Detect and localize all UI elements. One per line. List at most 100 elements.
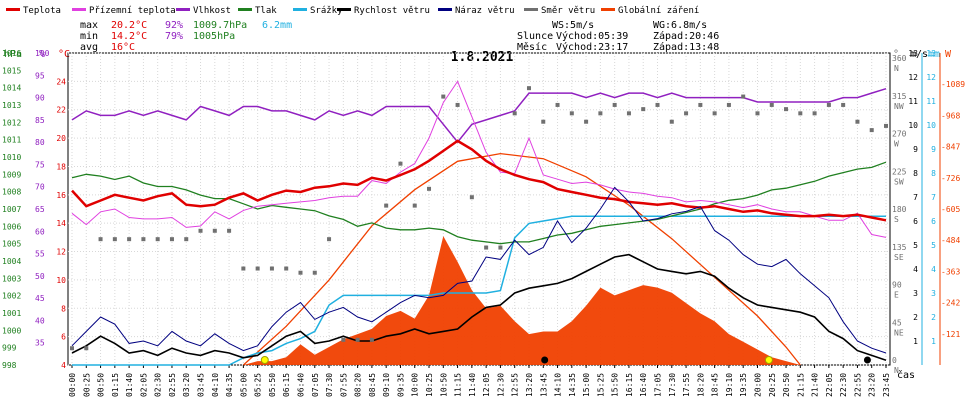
dir-tick-compass: N	[894, 366, 899, 375]
w-tick-label: -363	[941, 267, 960, 276]
hpa-tick-label: 1010	[2, 153, 21, 162]
wind-dir-point	[526, 86, 531, 91]
humidity-line	[71, 87, 887, 144]
x-tick-label: 07:55	[339, 373, 348, 397]
solar-theoretical-line	[242, 152, 801, 366]
mm-tick-label: 9	[931, 145, 936, 154]
x-tick-label: 17:05	[654, 373, 663, 397]
x-tick-label: 14:10	[554, 373, 563, 397]
ms-tick-label: 10	[908, 121, 918, 130]
wind-dir-point	[841, 102, 846, 107]
temp-tick-label: 10	[56, 276, 66, 285]
hpa-tick-label: 1007	[2, 205, 21, 214]
dir-axis-unit: °	[893, 49, 899, 60]
pct-tick-label: 95	[35, 71, 45, 80]
x-tick-label: 21:15	[796, 373, 805, 397]
stats-panel: max 20.2°C 92% 1009.7hPa 6.2mm min 14.2°…	[80, 20, 292, 53]
x-tick-label: 04:35	[225, 373, 234, 397]
mm-tick-label: 1	[931, 337, 936, 346]
wind-dir-point	[669, 119, 674, 124]
wind-dir-point	[284, 266, 289, 271]
wind-dir-point	[698, 102, 703, 107]
w-tick-label: -968	[941, 111, 960, 120]
x-tick-label: 00:50	[97, 373, 106, 397]
mm-tick-label: 6	[931, 217, 936, 226]
hpa-tick-label: 1005	[2, 240, 21, 249]
mm-tick-label: 10	[926, 121, 936, 130]
pct-axis-unit: %	[39, 49, 45, 60]
dir-tick-label: 135	[892, 243, 907, 252]
sunrise-text: Východ:05:39	[556, 30, 628, 42]
wind-dir-point	[198, 228, 203, 233]
wind-dir-point	[812, 111, 817, 116]
wind-dir-point	[826, 102, 831, 107]
mm-tick-label: 5	[931, 241, 936, 250]
wind-speed-line	[71, 253, 887, 361]
ms-tick-label: 1	[913, 337, 918, 346]
legend: Teplota Přízemní teplota Vlhkost Tlak Srážky…	[6, 6, 699, 16]
gust-line	[71, 186, 887, 354]
dir-tick-compass: N	[894, 64, 899, 73]
ms-tick-label: 4	[913, 265, 918, 274]
ground-temp-line	[71, 80, 887, 238]
wind-dir-point	[484, 245, 489, 250]
mm-tick-label: 4	[931, 265, 936, 274]
x-tick-label: 05:25	[254, 373, 263, 397]
moonrise-text: Východ:23:17	[556, 41, 628, 53]
x-tick-label: 16:40	[639, 373, 648, 397]
wind-dir-point	[169, 237, 174, 242]
ms-tick-label: 9	[913, 145, 918, 154]
x-tick-label: 23:20	[868, 373, 877, 397]
wind-dir-point	[584, 119, 589, 124]
dir-tick-compass: NW	[894, 102, 904, 111]
wind-dir-point	[798, 111, 803, 116]
x-tick-label: 20:50	[782, 373, 791, 397]
mm-axis-unit: mm	[928, 49, 940, 60]
wind-dir-point	[469, 195, 474, 200]
wind-dir-point	[441, 94, 446, 99]
wind-dir-point	[455, 102, 460, 107]
temp-tick-label: 12	[56, 248, 66, 257]
moon-label: Měsíc	[517, 41, 547, 53]
x-tick-label: 21:40	[811, 373, 820, 397]
wind-dir-point	[384, 203, 389, 208]
stats-max-label: max	[80, 20, 98, 31]
x-tick-label: 02:30	[154, 373, 163, 397]
w-axis-unit: W	[945, 49, 952, 60]
x-tick-label: 06:40	[296, 373, 305, 397]
x-tick-label: 23:45	[882, 373, 891, 397]
wind-dir-point	[712, 111, 717, 116]
x-tick-label: 10:00	[411, 373, 420, 397]
hpa-tick-label: 1001	[2, 309, 21, 318]
stats-min-press: 1005hPa	[193, 31, 235, 42]
stats-avg-label: avg	[80, 42, 98, 53]
legend-label: Směr větru	[541, 6, 595, 16]
wind-dir-point	[127, 237, 132, 242]
stats-avg-temp: 16°C	[111, 42, 135, 53]
axes: 9989991000100110021003100410051006100710…	[2, 49, 965, 397]
w-tick-label: -726	[941, 174, 960, 183]
wind-dir-point	[626, 111, 631, 116]
wind-dir-point	[369, 337, 374, 342]
hpa-tick-label: 1000	[2, 326, 21, 335]
wind-dir-point	[784, 107, 789, 112]
wind-dir-point	[255, 266, 260, 271]
x-tick-label: 08:20	[354, 373, 363, 397]
x-tick-label: 20:25	[768, 373, 777, 397]
x-tick-label: 15:50	[611, 373, 620, 397]
astro-panel: WS:5m/s WG:6.8m/s Slunce Východ:05:39 Zá…	[517, 20, 719, 53]
sunset-text: Západ:20:46	[653, 30, 719, 42]
ms-tick-label: 3	[913, 289, 918, 298]
x-tick-label: 15:25	[596, 373, 605, 397]
x-tick-label: 12:30	[496, 373, 505, 397]
wind-dir-point	[355, 337, 360, 342]
x-tick-label: 12:05	[482, 373, 491, 397]
wind-gust-text: WG:6.8m/s	[653, 20, 707, 31]
pct-tick-label: 60	[35, 227, 45, 236]
legend-label: Přízemní teplota	[89, 6, 176, 16]
wind-dir-point	[98, 237, 103, 242]
temp-tick-label: 24	[56, 77, 66, 86]
x-tick-label: 12:55	[511, 373, 520, 397]
hpa-tick-label: 1011	[2, 136, 21, 145]
